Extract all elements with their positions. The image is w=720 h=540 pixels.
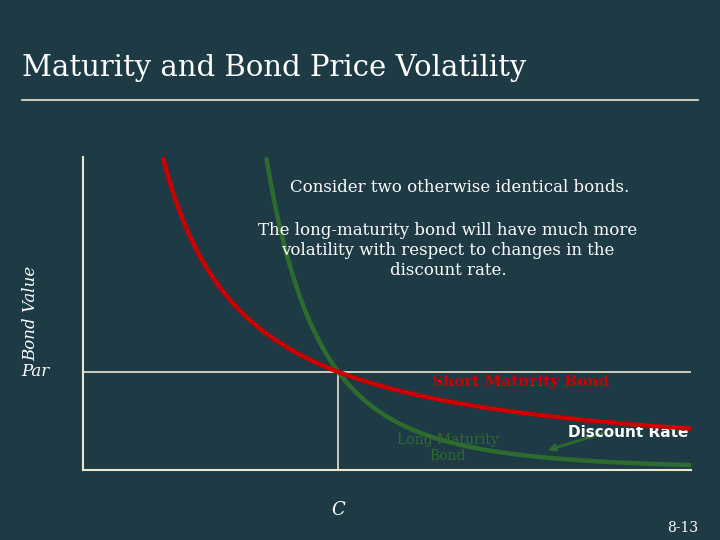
Text: The long-maturity bond will have much more
volatility with respect to changes in: The long-maturity bond will have much mo… <box>258 222 637 279</box>
Text: Discount Rate: Discount Rate <box>568 425 688 440</box>
Text: Long Maturity
Bond: Long Maturity Bond <box>397 433 499 463</box>
Text: Par: Par <box>21 363 50 380</box>
Text: Consider two otherwise identical bonds.: Consider two otherwise identical bonds. <box>290 179 629 197</box>
Text: Short Maturity Bond: Short Maturity Bond <box>432 375 609 389</box>
Text: C: C <box>331 501 345 519</box>
Text: Maturity and Bond Price Volatility: Maturity and Bond Price Volatility <box>22 54 526 82</box>
Text: 8-13: 8-13 <box>667 521 698 535</box>
Text: Bond Value: Bond Value <box>22 266 40 361</box>
